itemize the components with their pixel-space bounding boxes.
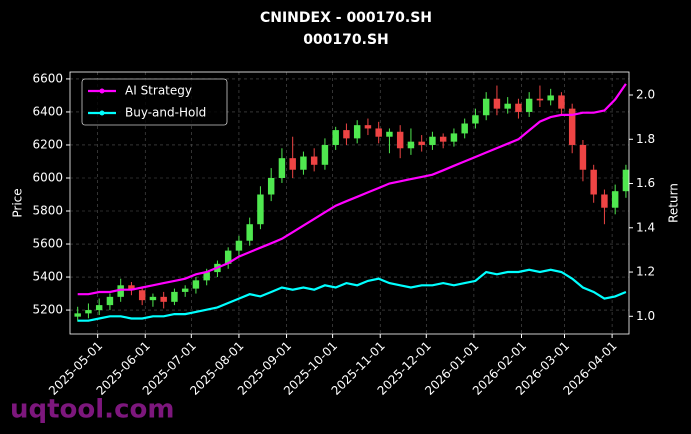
- line-series: [77, 268, 627, 322]
- candle-body: [439, 136, 447, 142]
- y-axis-label: Price: [11, 188, 25, 217]
- candle-body: [450, 133, 458, 142]
- legend-marker: [99, 110, 105, 116]
- y2-axis-label: Return: [667, 183, 681, 223]
- candle-body: [429, 136, 436, 145]
- y-tick-label: 6600: [32, 71, 63, 85]
- chart-title: CNINDEX - 000170.SH: [260, 10, 432, 26]
- candle-body: [407, 141, 415, 149]
- candle-body: [257, 194, 264, 225]
- y2-tick-label: 1.4: [636, 220, 655, 234]
- candle-body: [203, 272, 210, 281]
- candle-body: [515, 103, 522, 112]
- candle-body: [235, 240, 243, 251]
- line-series: [77, 83, 627, 296]
- candle-body: [579, 144, 587, 170]
- candle-body: [106, 296, 114, 306]
- plot-frame: [69, 71, 630, 335]
- candle-body: [482, 98, 490, 116]
- candle-body: [181, 288, 189, 292]
- y-tick-label: 6200: [32, 137, 63, 151]
- candle-body: [267, 177, 275, 195]
- candle-body: [289, 158, 296, 170]
- candle-body: [536, 98, 544, 101]
- y2-tick-label: 2.0: [636, 88, 655, 102]
- candle-body: [472, 115, 479, 124]
- candle-body: [622, 169, 630, 192]
- legend-label: AI Strategy: [125, 84, 192, 98]
- y-tick-label: 6000: [32, 170, 63, 184]
- legend-label: Buy-and-Hold: [125, 106, 206, 120]
- legend-marker: [99, 88, 105, 94]
- candle-body: [343, 130, 350, 139]
- candle-body: [117, 285, 124, 297]
- candle-body: [353, 125, 361, 139]
- candle-body: [364, 125, 372, 129]
- y2-tick-label: 1.2: [636, 265, 655, 279]
- candle-body: [138, 290, 146, 301]
- candle-body: [128, 285, 135, 291]
- candle-body: [246, 224, 253, 241]
- y2-tick-label: 1.0: [636, 309, 655, 323]
- y2-tick-label: 1.6: [636, 176, 655, 190]
- candle-body: [396, 131, 404, 149]
- candle-body: [149, 296, 157, 301]
- candle-body: [192, 280, 200, 289]
- candle-body: [504, 103, 511, 109]
- legend-box: [81, 78, 228, 126]
- y2-tick-label: 1.8: [636, 132, 655, 146]
- candle-body: [493, 98, 501, 109]
- candle-body: [171, 291, 178, 302]
- candle-body: [85, 310, 92, 314]
- candle-body: [332, 130, 339, 145]
- candle-body: [224, 250, 232, 264]
- y-tick-label: 5600: [32, 237, 63, 251]
- candle-body: [558, 95, 565, 109]
- watermark: uqtool.com: [10, 395, 174, 425]
- candle-body: [375, 128, 382, 137]
- candle-body: [611, 191, 619, 208]
- y-tick-label: 5800: [32, 204, 63, 218]
- candle-body: [95, 305, 103, 311]
- candle-body: [525, 98, 533, 112]
- candle-body: [300, 156, 307, 170]
- candle-body: [547, 95, 554, 101]
- y-tick-label: 5200: [32, 303, 63, 317]
- candle-body: [278, 158, 286, 178]
- candle-body: [160, 296, 167, 302]
- candle-body: [568, 108, 576, 145]
- candle-body: [386, 131, 393, 137]
- candle-body: [310, 156, 318, 165]
- candle-body: [74, 313, 81, 317]
- candle-body: [590, 169, 597, 195]
- candle-body: [321, 144, 329, 165]
- candle-body: [418, 141, 425, 145]
- candle-body: [601, 194, 608, 208]
- chart-subtitle: 000170.SH: [303, 32, 389, 48]
- candle-body: [461, 123, 468, 134]
- y-tick-label: 6400: [32, 104, 63, 118]
- y-tick-label: 5400: [32, 270, 63, 284]
